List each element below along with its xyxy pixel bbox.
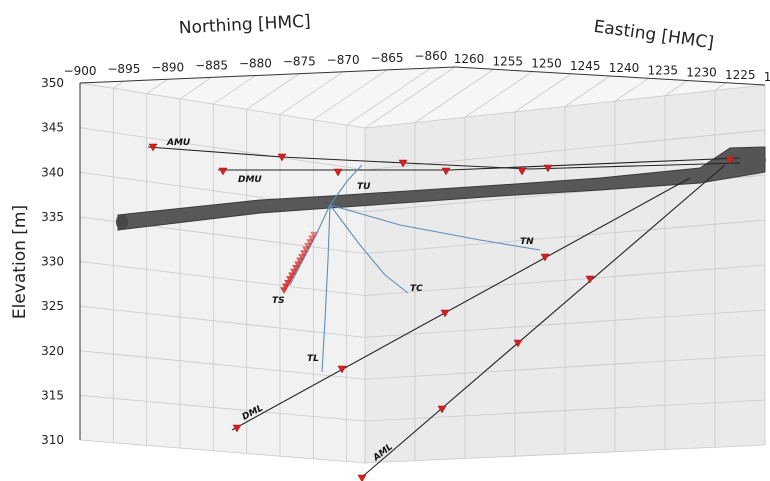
grid-line-top-easting: [514, 73, 572, 113]
sensor-marker: [725, 156, 735, 165]
grid-line-top-northing: [146, 78, 168, 94]
northing-tick-label: −890: [151, 60, 184, 74]
grid-line-top-easting: [364, 66, 456, 129]
borehole-tu: [329, 164, 363, 206]
northing-tick-label: −860: [414, 49, 447, 63]
easting-tick-label: 1225: [725, 68, 756, 82]
sensor-marker: [441, 167, 451, 176]
elevation-tick-label: 335: [41, 210, 64, 224]
easting-tick-label: 1230: [686, 66, 717, 80]
label-tl: TL: [307, 354, 319, 364]
elevation-tick-label: 330: [41, 255, 64, 269]
sensor-marker: [148, 143, 158, 152]
borehole-tn: [329, 204, 541, 251]
sensor-markers: [148, 143, 735, 481]
grid-line-top-northing: [346, 67, 432, 126]
sensor-marker: [277, 153, 287, 162]
grid-line-top-northing: [279, 71, 344, 115]
easting-tick-label: 1240: [609, 61, 640, 75]
northing-tick-label: −880: [239, 57, 272, 71]
elevation-tick-label: 325: [41, 299, 64, 313]
label-amu: AMU: [166, 138, 191, 148]
borehole-dml: [231, 177, 691, 431]
easting-axis-label: Easting [HMC]: [592, 17, 715, 54]
borehole-ts-link: [289, 204, 331, 286]
grid-line-top-easting: [664, 80, 688, 97]
northing-axis-line: [79, 66, 456, 84]
easting-tick-label: 1245: [570, 59, 601, 73]
sensor-marker: [585, 275, 595, 284]
elevation-tick-label: 350: [41, 76, 64, 90]
grid-line-top-easting: [464, 71, 533, 118]
sensor-marker: [513, 339, 523, 348]
elevation-tick-label: 320: [41, 344, 64, 358]
grid-line-top-easting: [714, 82, 727, 91]
sensor-marker: [437, 405, 447, 414]
sensor-marker: [333, 168, 343, 177]
grid-line-top-northing: [113, 80, 125, 89]
sensor-marker: [398, 159, 408, 168]
elevation-tick-label: 345: [41, 121, 64, 135]
sensor-marker: [517, 167, 527, 176]
northing-tick-label: −870: [327, 53, 360, 67]
northing-tick-label: −875: [283, 55, 316, 69]
elevation-tick-label: 315: [41, 388, 64, 402]
easting-tick-label: 1260: [454, 52, 485, 66]
grid-line-top-northing: [179, 77, 212, 100]
borehole-dmu: [218, 157, 741, 171]
easting-tick-label: 1235: [647, 63, 678, 77]
label-dmu: DMU: [238, 175, 262, 185]
grid-line-top-easting: [414, 68, 494, 123]
easting-tick-label: 1255: [492, 54, 523, 68]
borehole-tc: [329, 204, 409, 294]
label-tu: TU: [357, 182, 371, 192]
label-ts: TS: [272, 296, 285, 306]
sensor-marker-ts: [310, 231, 318, 239]
label-tc: TC: [410, 284, 423, 294]
northing-axis-label: Northing [HMC]: [178, 12, 311, 39]
northing-tick-label: −900: [64, 64, 97, 78]
grid-line-top-easting: [564, 75, 611, 107]
easting-tick-label: 1220: [764, 70, 770, 84]
left-pane: [80, 83, 365, 463]
sensor-marker: [337, 365, 347, 374]
sensor-marker: [357, 474, 367, 481]
borehole-aml: [361, 164, 726, 478]
top-pane: [80, 67, 765, 128]
elevation-axis-label: Elevation [m]: [10, 205, 30, 319]
sensor-marker: [440, 309, 450, 318]
sensor-marker: [232, 424, 242, 433]
tunnel: [116, 146, 766, 231]
label-tn: TN: [520, 237, 534, 247]
northing-tick-label: −885: [195, 58, 228, 72]
grid-line-top-northing: [246, 73, 300, 110]
grid-line-top-northing: [213, 75, 256, 105]
elevation-tick-label: 340: [41, 165, 64, 179]
grid-line-top-northing: [313, 69, 388, 121]
sensor-marker: [540, 253, 550, 262]
elevation-tick-label: 310: [41, 433, 64, 447]
grid-line-top-easting: [614, 77, 649, 102]
easting-tick-label: 1250: [531, 57, 562, 71]
borehole-tl: [321, 204, 331, 373]
sensor-marker: [218, 167, 228, 176]
northing-tick-label: −895: [107, 62, 140, 76]
northing-tick-label: −865: [371, 51, 404, 65]
sensor-marker: [543, 164, 553, 173]
easting-axis-line: [454, 66, 766, 86]
